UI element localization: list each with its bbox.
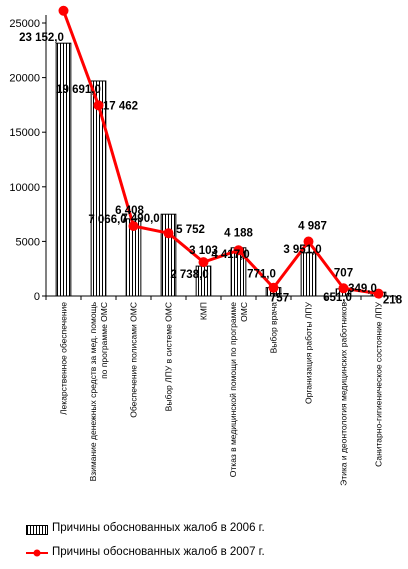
- bar-value-label: 4 417,0: [211, 249, 249, 261]
- x-category-label: Отказ в медицинской помощи по программе: [228, 302, 238, 477]
- y-tick-label: 5000: [16, 236, 40, 248]
- x-category-label: Лекарственное обеспечение: [59, 302, 69, 415]
- line-value-label: 5 752: [176, 224, 205, 236]
- x-category-label: Этика и деонтология медицинских работник…: [339, 302, 349, 486]
- line-2007-point: [58, 5, 69, 16]
- line-2007-point: [163, 228, 174, 239]
- x-category-label: Организация работы ЛПУ: [304, 301, 314, 404]
- line-2007-point: [268, 282, 279, 293]
- x-category-label: Выбор врача: [269, 302, 279, 354]
- y-tick-label: 0: [34, 291, 40, 303]
- x-category-label: по программе ОМС: [99, 302, 109, 379]
- legend-swatch-line: [26, 549, 48, 557]
- bar-value-label: 7 490,0: [121, 213, 159, 225]
- line-2007-point: [373, 288, 384, 299]
- line-2007-path: [62, 10, 379, 296]
- line-2007-point: [198, 257, 209, 268]
- line-2007-point: [93, 100, 104, 111]
- bar-2006: [90, 80, 107, 297]
- y-tick-label: 15000: [9, 127, 40, 139]
- bar-value-label: 349,0: [348, 283, 377, 295]
- legend-swatch-bars: [26, 525, 48, 535]
- chart-canvas: 0 5000 10000 15000 20000 25000 Лекарственное …: [9, 5, 403, 486]
- x-category-label-group: Выбор врача: [269, 302, 279, 354]
- x-category-label-group: Организация работы ЛПУ: [304, 301, 314, 404]
- x-category-label: ОМС: [239, 302, 249, 322]
- bar-value-label: 651,0: [323, 292, 352, 304]
- line-value-label: 17 462: [103, 100, 138, 112]
- bar-2006: [55, 42, 72, 297]
- bar-value-label: 23 152,0: [19, 32, 64, 44]
- legend-label-2007: Причины обоснованных жалоб в 2007 г.: [52, 546, 265, 558]
- x-axis-category-labels: Лекарственное обеспечение Взимание денежн…: [59, 301, 384, 485]
- bar-2006: [160, 213, 177, 297]
- line-2007-point: [128, 221, 139, 232]
- y-tick-label: 25000: [9, 18, 40, 30]
- x-category-label-group: Лекарственное обеспечение: [59, 302, 69, 415]
- line-value-label: 707: [334, 267, 353, 279]
- y-tick-label: 20000: [9, 73, 40, 85]
- line-value-label: 4 188: [224, 227, 253, 239]
- bar-2006: [125, 218, 142, 297]
- x-category-label: Санитарно-гигиеническое состояние ЛПУ: [374, 301, 384, 466]
- x-category-label: Взимание денежных средств за мед. помощь: [88, 301, 98, 481]
- x-category-label: Выбор ЛПУ в системе ОМС: [164, 302, 174, 411]
- x-category-label-group: Обеспечение полисами ОМС: [129, 302, 139, 418]
- bar-value-label: 19 691,0: [56, 84, 101, 96]
- legend-label-2006: Причины обоснованных жалоб в 2006 г.: [52, 522, 265, 534]
- x-category-label: Обеспечение полисами ОМС: [129, 302, 139, 418]
- x-category-label-group: Взимание денежных средств за мед. помощь…: [88, 301, 109, 481]
- line-2007-point: [338, 283, 349, 294]
- line-value-label: 218: [383, 295, 403, 307]
- x-category-label: КМП: [199, 302, 209, 320]
- bar-value-label: 3 951,0: [283, 244, 321, 256]
- bar-value-labels: 23 152,0 19 691,0 7 066,07 490,0 2 738,04 4…: [19, 32, 377, 304]
- line-value-label: 3 103: [189, 245, 218, 257]
- line-2007-point: [303, 236, 314, 247]
- line-series-2007: [58, 5, 384, 299]
- line-value-label: 757: [270, 293, 289, 305]
- x-category-label-group: Санитарно-гигиеническое состояние ЛПУ: [374, 301, 384, 466]
- x-category-label-group: КМП: [199, 302, 209, 320]
- x-category-label-group: Выбор ЛПУ в системе ОМС: [164, 302, 174, 411]
- line-value-label: 6 408: [115, 205, 144, 217]
- bar-value-label: 7 066,0: [88, 214, 126, 226]
- y-axis: 0 5000 10000 15000 20000 25000: [9, 15, 397, 303]
- line-value-label: 4 987: [298, 221, 327, 233]
- x-category-label-group: Этика и деонтология медицинских работник…: [339, 302, 349, 486]
- bar-value-label: 2 738,0: [170, 269, 208, 281]
- line-2007-point: [233, 245, 244, 256]
- y-tick-label: 10000: [9, 182, 40, 194]
- bar-2006: [300, 252, 317, 297]
- x-category-label-group: Отказ в медицинской помощи по программе О…: [228, 302, 249, 477]
- bar-value-label: 771,0: [247, 269, 276, 281]
